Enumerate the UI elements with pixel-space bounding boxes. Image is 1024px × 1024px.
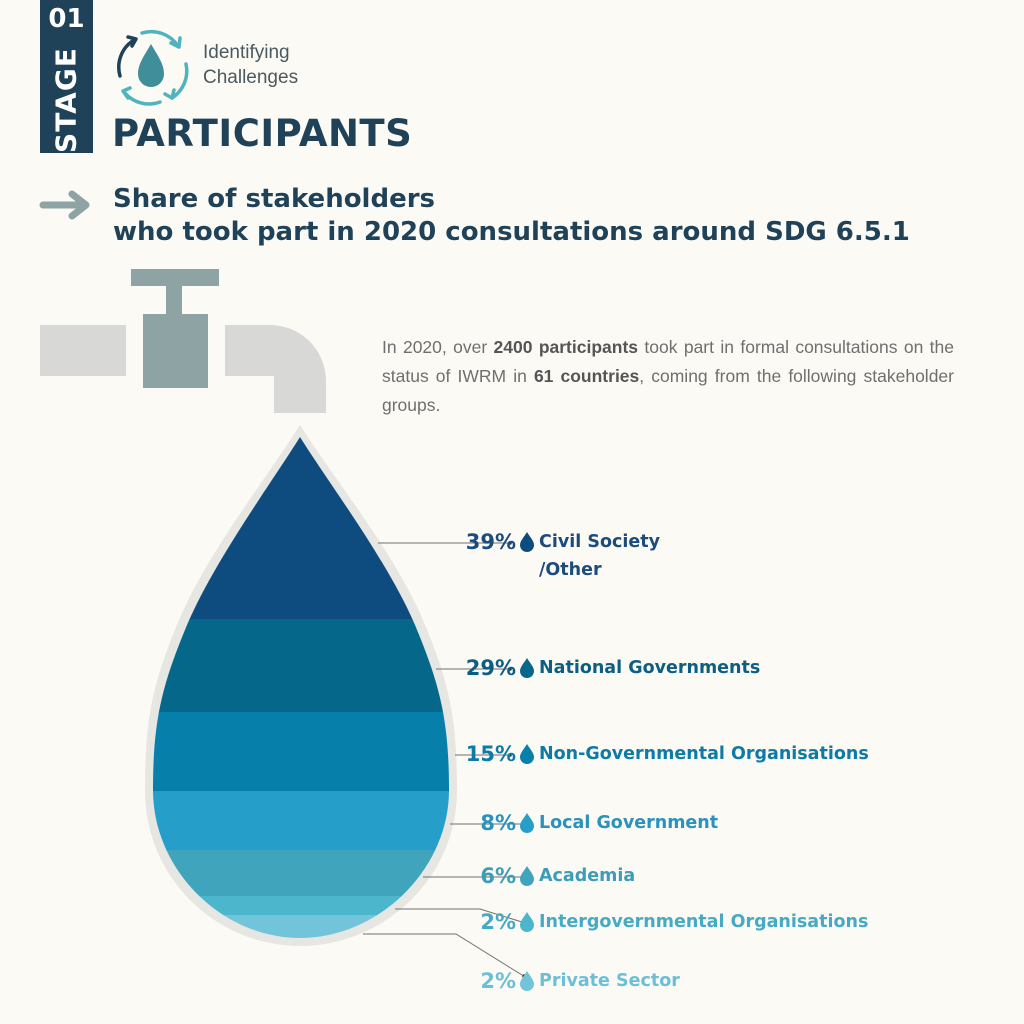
legend-item-ngo: 15% Non-Governmental Organisations xyxy=(456,742,869,768)
legend-label-line2: /Other xyxy=(539,560,602,580)
intro-text-1: In 2020, over xyxy=(382,337,494,357)
band-intergovernmental xyxy=(153,896,449,916)
legend-label: Intergovernmental Organisations xyxy=(539,912,869,932)
drop-icon xyxy=(520,912,534,932)
intro-paragraph: In 2020, over 2400 participants took par… xyxy=(382,333,954,420)
arrow-right-icon xyxy=(39,190,90,220)
stage-badge-text: 01 STAGE xyxy=(40,0,93,153)
stage-subtitle: Identifying Challenges xyxy=(203,40,298,90)
band-ngo xyxy=(153,712,449,792)
drop-icon xyxy=(520,532,534,552)
legend-label: National Governments xyxy=(539,658,761,678)
cycle-water-drop-icon xyxy=(117,29,189,106)
stage-badge xyxy=(40,0,93,153)
legend-pct: 29% xyxy=(465,656,516,680)
legend-label: Local Government xyxy=(539,813,719,833)
band-civil-society xyxy=(153,437,449,620)
intro-participants: 2400 participants xyxy=(493,337,639,357)
legend-pct: 39% xyxy=(465,530,516,554)
drop-icon xyxy=(520,744,534,764)
legend-pct: 6% xyxy=(480,864,516,888)
legend-pct: 2% xyxy=(480,969,516,993)
legend-item-private-sector: 2% Private Sector xyxy=(456,969,680,995)
band-local-government xyxy=(153,791,449,851)
legend-pct: 15% xyxy=(465,742,516,766)
legend-item-national-governments: 29% National Governments xyxy=(456,656,761,682)
stage-number: 01 xyxy=(48,4,85,34)
drop-icon xyxy=(520,971,534,991)
legend-item-academia: 6% Academia xyxy=(456,864,635,890)
legend-label: Academia xyxy=(539,866,636,886)
intro-text-3: , coming from the following stakeholder … xyxy=(382,366,954,415)
band-national-governments xyxy=(153,619,449,713)
water-tap-icon xyxy=(40,269,326,413)
legend-item-civil-society: 39% Civil Society/Other xyxy=(456,530,660,584)
legend-label: Non-Governmental Organisations xyxy=(539,744,869,764)
legend-label: Private Sector xyxy=(539,971,680,991)
chart-subtitle-line1: Share of stakeholders xyxy=(113,184,436,214)
intro-countries: 61 countries xyxy=(533,366,640,386)
chart-subtitle-line2: who took part in 2020 consultations arou… xyxy=(113,217,910,247)
drop-icon xyxy=(520,658,534,678)
chart-subtitle: Share of stakeholders who took part in 2… xyxy=(113,183,910,249)
drop-icon xyxy=(520,866,534,886)
legend-pct: 8% xyxy=(480,811,516,835)
stage-subtitle-line1: Identifying xyxy=(203,42,290,63)
legend-label-line1: Civil Society xyxy=(539,532,660,552)
drop-icon xyxy=(520,813,534,833)
stage-subtitle-line2: Challenges xyxy=(203,67,299,88)
page-title: PARTICIPANTS xyxy=(112,112,413,155)
legend-label: Civil Society/Other xyxy=(539,528,660,584)
legend-item-intergovernmental: 2% Intergovernmental Organisations xyxy=(456,910,868,936)
leader-lines xyxy=(363,542,523,976)
intro-text-2: took part in formal consultations on the… xyxy=(382,337,954,386)
legend-item-local-government: 8% Local Government xyxy=(456,811,718,837)
band-academia xyxy=(153,850,449,897)
legend-pct: 2% xyxy=(480,910,516,934)
